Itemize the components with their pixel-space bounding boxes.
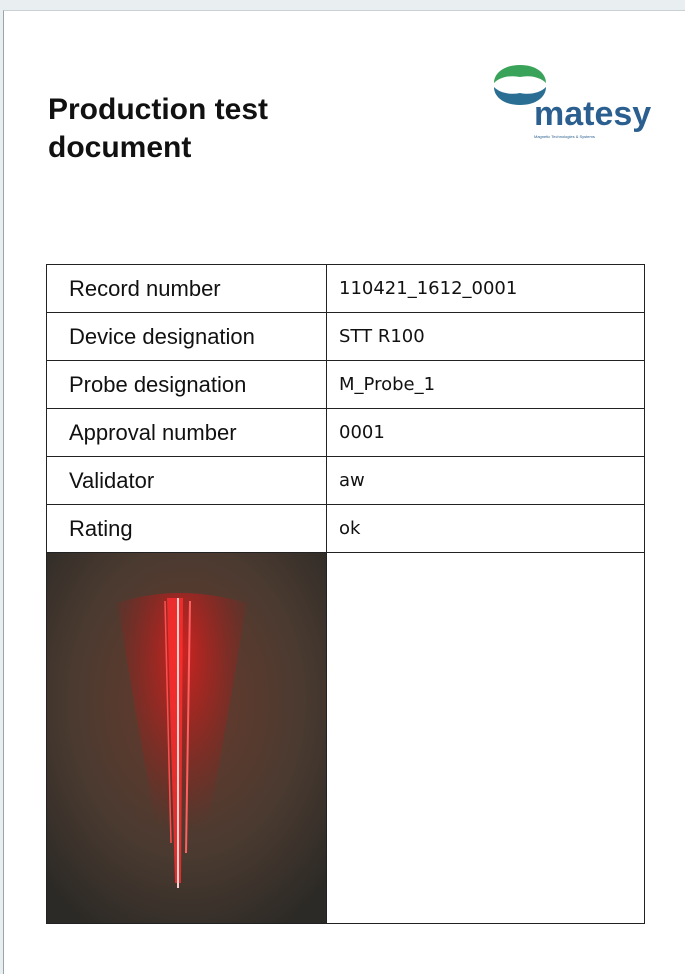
logo-tagline: Magnetic Technologies & Systems xyxy=(534,134,595,139)
field-value: 110421_1612_0001 xyxy=(327,265,645,313)
document-page: Production test document matesy Magnetic… xyxy=(3,10,685,974)
field-value: M_Probe_1 xyxy=(327,361,645,409)
field-label: Rating xyxy=(47,505,327,553)
field-label: Validator xyxy=(47,457,327,505)
field-label: Device designation xyxy=(47,313,327,361)
screen: Production test document matesy Magnetic… xyxy=(0,0,685,974)
field-value: STT R100 xyxy=(327,313,645,361)
field-label: Probe designation xyxy=(47,361,327,409)
field-label: Approval number xyxy=(47,409,327,457)
field-value: 0001 xyxy=(327,409,645,457)
empty-cell xyxy=(327,553,645,924)
field-value: aw xyxy=(327,457,645,505)
document-title: Production test document xyxy=(48,91,348,167)
logo-name: matesy xyxy=(534,95,651,134)
field-label: Record number xyxy=(47,265,327,313)
image-row xyxy=(47,553,645,924)
field-value: ok xyxy=(327,505,645,553)
probe-image-cell xyxy=(47,553,327,924)
probe-image xyxy=(47,553,326,923)
